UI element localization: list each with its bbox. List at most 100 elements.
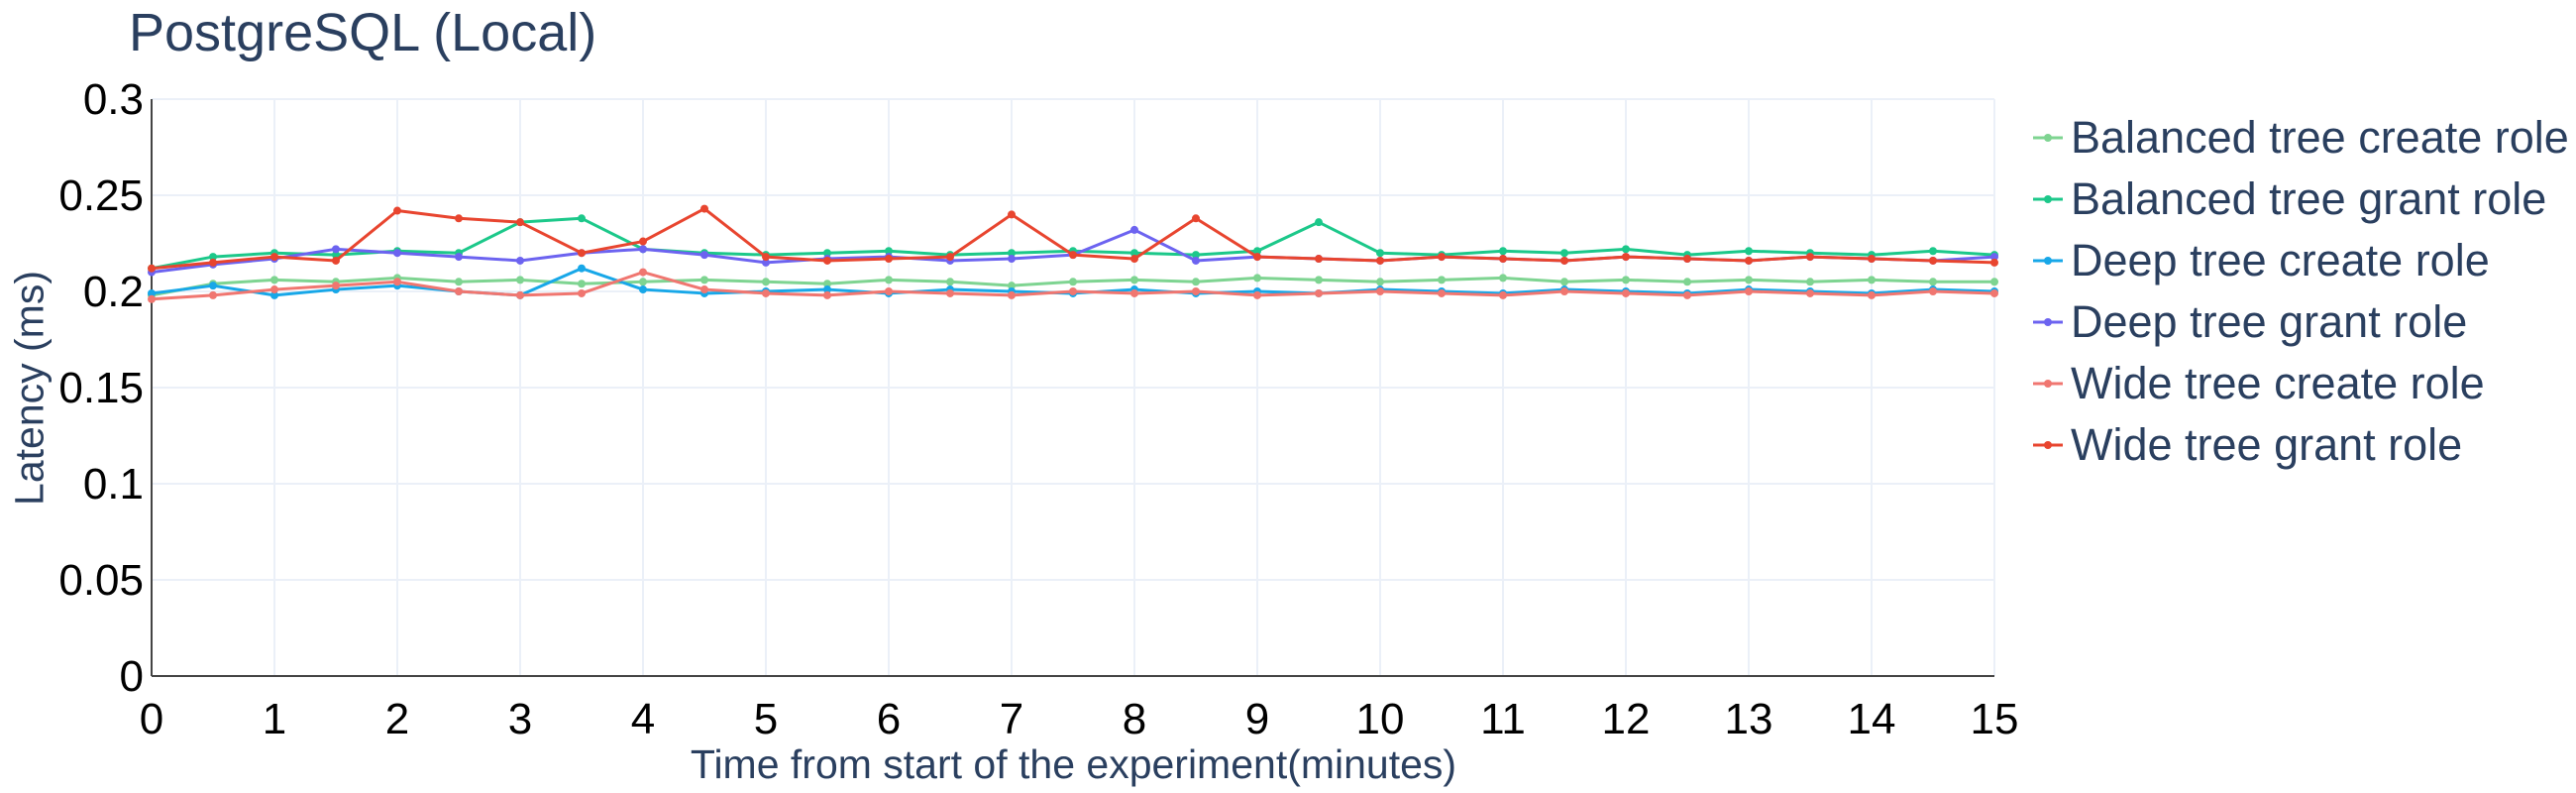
data-point <box>700 285 708 294</box>
x-tick-label: 5 <box>754 695 778 743</box>
data-point <box>700 276 708 284</box>
data-point <box>1008 210 1016 219</box>
data-point <box>516 218 524 227</box>
data-point <box>1499 290 1507 299</box>
data-point <box>1745 247 1753 256</box>
x-tick-label: 14 <box>1848 695 1896 743</box>
data-point <box>700 251 708 260</box>
legend-item[interactable]: Wide tree create role <box>2031 353 2569 414</box>
legend-item[interactable]: Deep tree create role <box>2031 230 2569 291</box>
data-point <box>393 206 401 215</box>
data-point <box>946 253 954 262</box>
x-tick-label: 2 <box>385 695 409 743</box>
data-point <box>1622 245 1630 254</box>
data-point <box>393 249 401 258</box>
data-point <box>209 258 217 267</box>
data-point <box>578 288 586 297</box>
series-5 <box>148 204 1998 273</box>
data-point <box>148 288 156 297</box>
data-point <box>1560 256 1568 265</box>
data-point <box>1438 253 1446 262</box>
legend-swatch <box>2033 134 2063 142</box>
series-line <box>151 207 1995 271</box>
data-point <box>946 288 954 297</box>
data-point <box>700 204 708 213</box>
data-point <box>332 282 340 290</box>
data-point <box>209 253 217 262</box>
data-point <box>1253 290 1261 299</box>
data-point <box>1315 218 1323 227</box>
data-point <box>1745 276 1753 284</box>
data-point <box>1990 258 1998 267</box>
x-tick-label: 11 <box>1480 695 1526 743</box>
data-point <box>639 237 647 246</box>
data-point <box>1315 288 1323 297</box>
legend-label: Wide tree grant role <box>2071 419 2463 470</box>
data-point <box>1622 253 1630 262</box>
legend-item[interactable]: Deep tree grant role <box>2031 291 2569 353</box>
data-point <box>1130 288 1138 297</box>
legend-item[interactable]: Balanced tree grant role <box>2031 169 2569 230</box>
data-point <box>148 264 156 273</box>
data-point <box>1683 255 1691 264</box>
data-point <box>1008 255 1016 264</box>
legend-label: Wide tree create role <box>2071 358 2485 408</box>
data-point <box>1376 249 1384 258</box>
data-point <box>148 294 156 303</box>
data-point <box>1130 225 1138 234</box>
legend-label: Deep tree grant role <box>2071 296 2468 347</box>
legend: Balanced tree create role Balanced tree g… <box>2031 107 2569 476</box>
legend-label: Balanced tree grant role <box>2071 173 2547 224</box>
y-tick-label: 0.2 <box>83 268 144 316</box>
data-point <box>578 264 586 273</box>
data-point <box>1130 276 1138 284</box>
x-tick-label: 12 <box>1602 695 1651 743</box>
data-point <box>885 276 893 284</box>
x-tick-label: 8 <box>1123 695 1146 743</box>
data-point <box>393 278 401 286</box>
y-tick-label: 0.1 <box>83 460 144 509</box>
legend-swatch-marker <box>2044 318 2052 326</box>
data-point <box>1069 251 1077 260</box>
legend-item[interactable]: Wide tree grant role <box>2031 414 2569 476</box>
x-tick-label: 3 <box>508 695 532 743</box>
data-point <box>1376 278 1384 286</box>
data-point <box>1253 247 1261 256</box>
legend-swatch <box>2033 441 2063 449</box>
data-point <box>885 247 893 256</box>
data-point <box>1806 288 1814 297</box>
data-point <box>885 287 893 295</box>
data-point <box>1008 282 1016 290</box>
data-point <box>946 278 954 286</box>
data-point <box>1868 255 1876 264</box>
legend-swatch-marker <box>2044 195 2052 203</box>
legend-item[interactable]: Balanced tree create role <box>2031 107 2569 169</box>
data-point <box>1745 256 1753 265</box>
data-point <box>639 278 647 286</box>
data-point <box>1069 278 1077 286</box>
data-point <box>1438 276 1446 284</box>
data-point <box>823 290 831 299</box>
data-point <box>1253 253 1261 262</box>
y-tick-label: 0.15 <box>58 364 144 412</box>
data-point <box>639 245 647 254</box>
data-point <box>762 253 770 262</box>
data-point <box>455 253 463 262</box>
data-point <box>1315 276 1323 284</box>
data-point <box>516 276 524 284</box>
data-point <box>455 287 463 295</box>
data-point <box>209 290 217 299</box>
data-point <box>1622 288 1630 297</box>
data-point <box>823 285 831 294</box>
data-point <box>270 276 278 284</box>
x-tick-label: 4 <box>631 695 655 743</box>
x-tick-label: 0 <box>140 695 163 743</box>
data-point <box>1376 287 1384 295</box>
data-point <box>516 290 524 299</box>
data-point <box>1253 274 1261 283</box>
data-point <box>1806 278 1814 286</box>
data-point <box>1069 287 1077 295</box>
data-point <box>1929 278 1937 286</box>
y-tick-label: 0.05 <box>58 556 144 605</box>
